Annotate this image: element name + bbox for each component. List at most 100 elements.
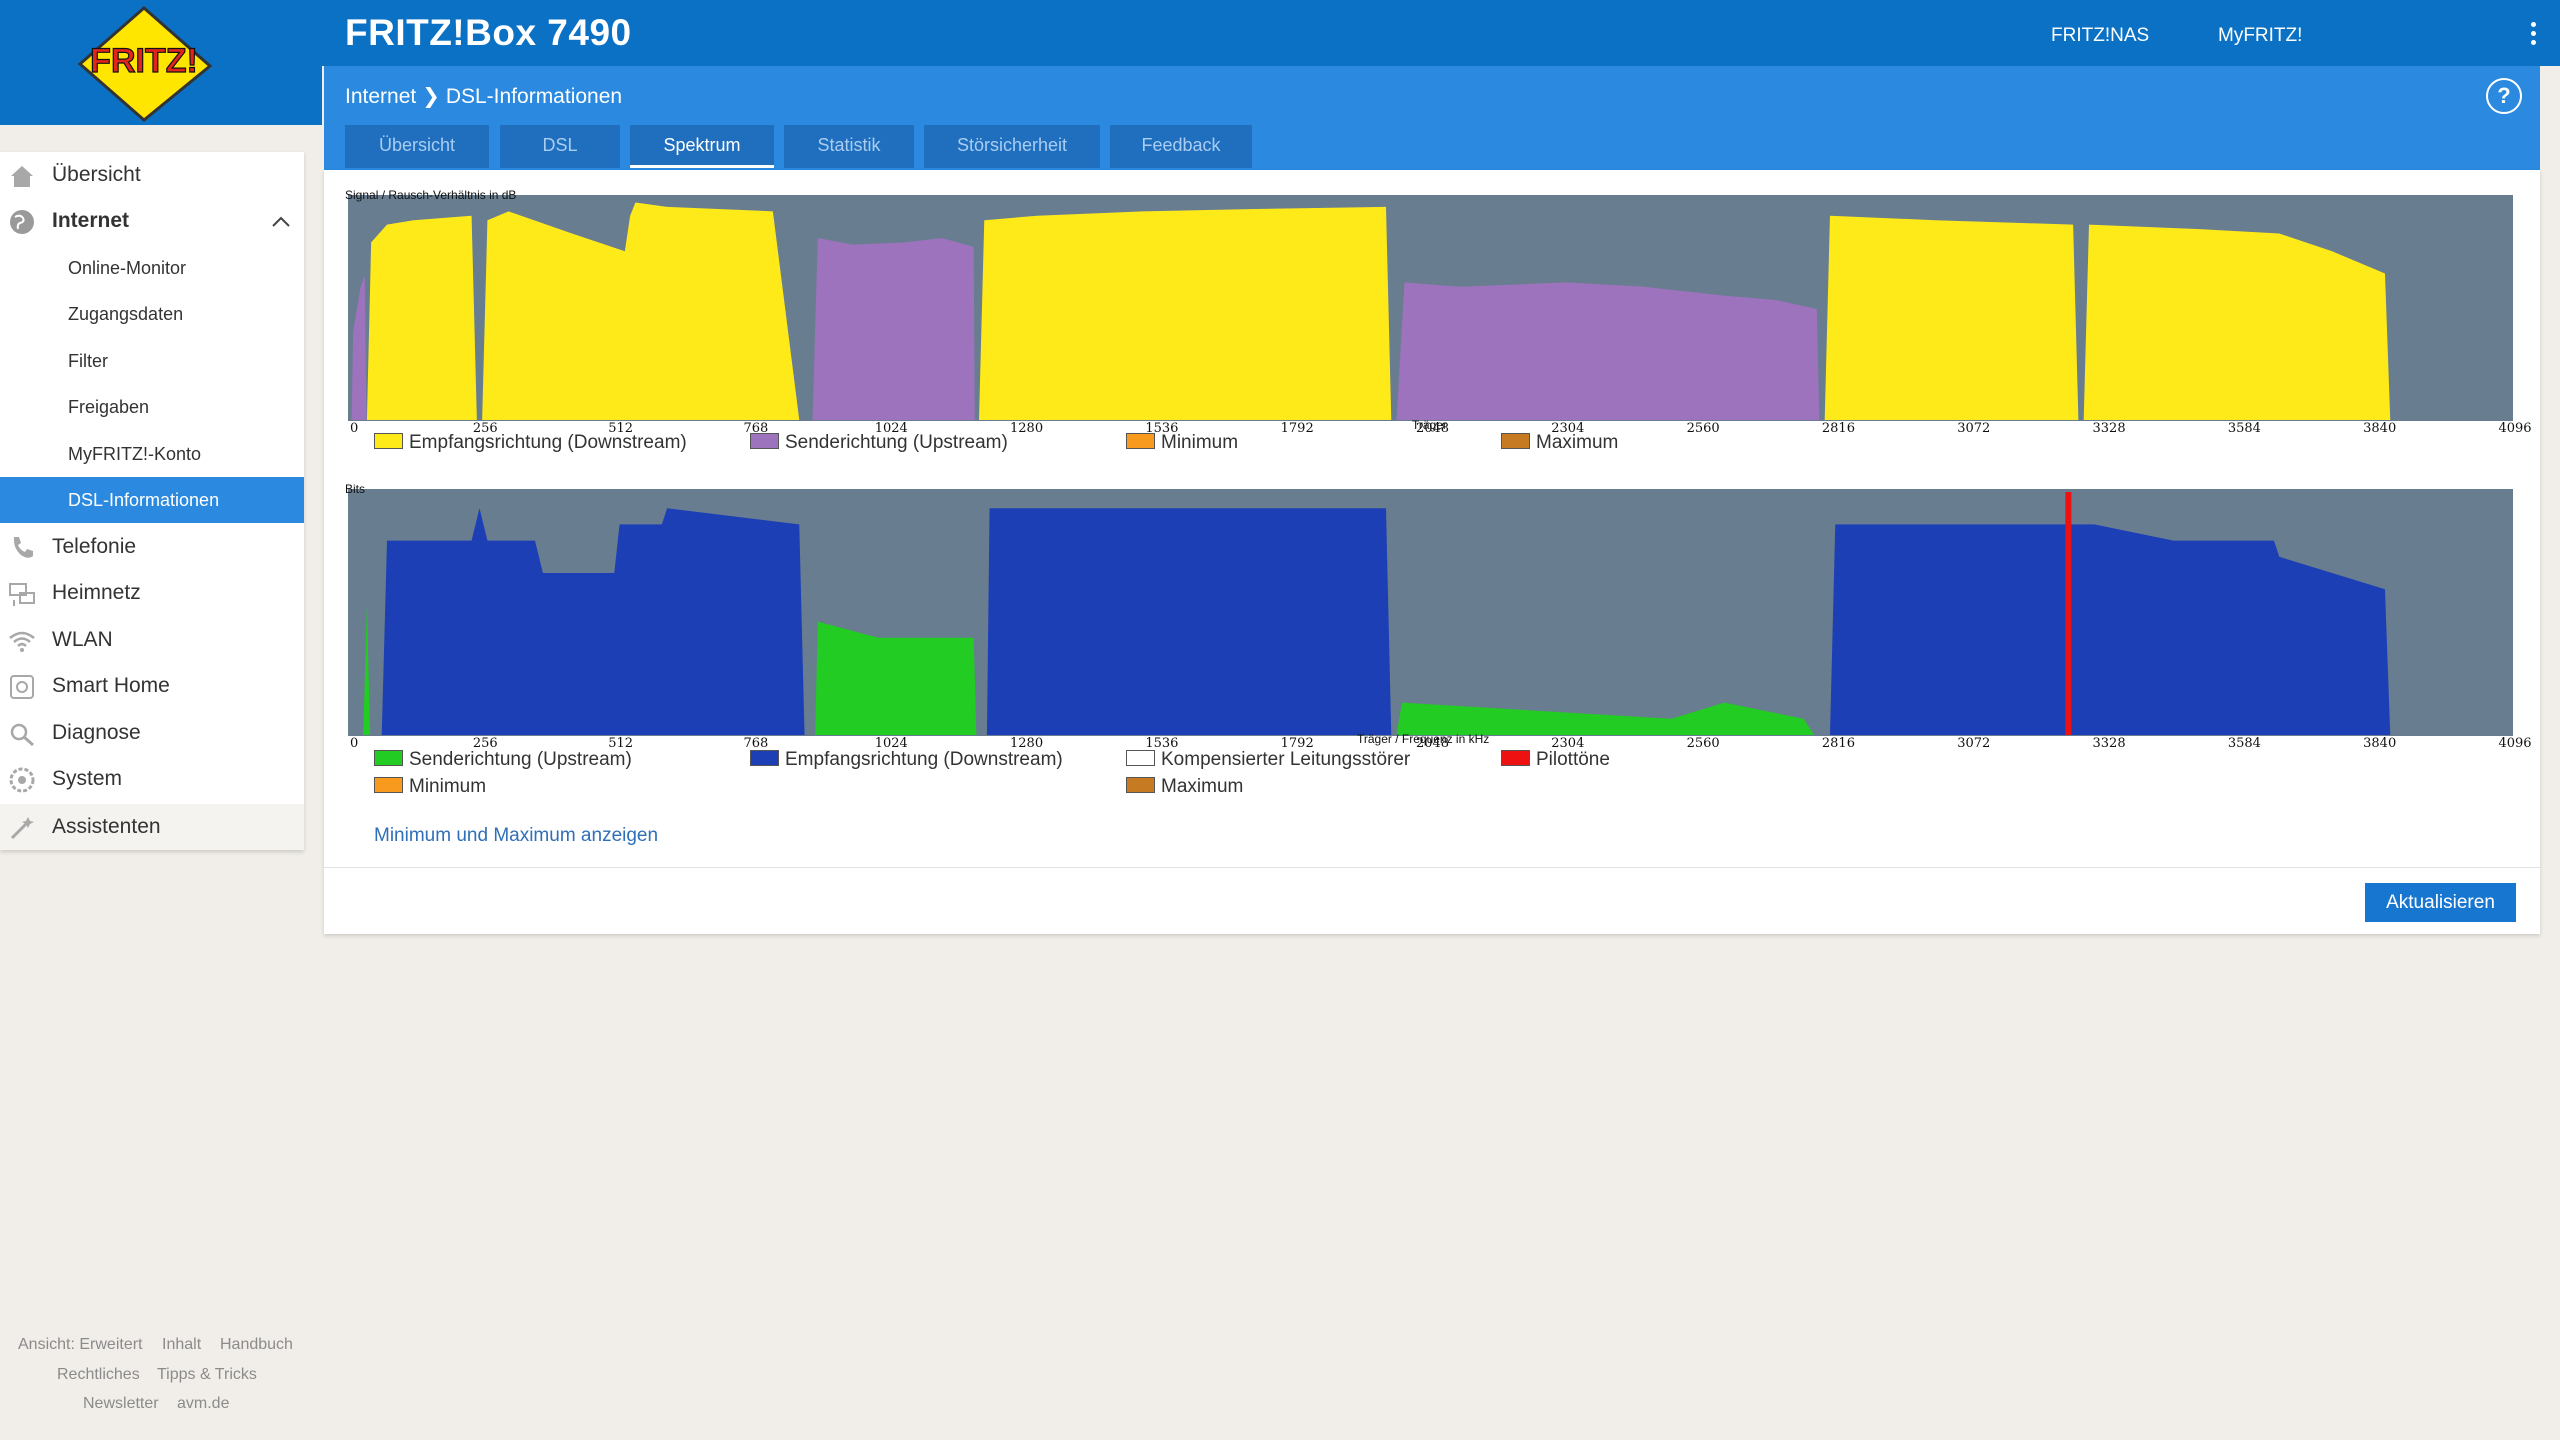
chevron-right-icon: ❯ [422, 85, 440, 108]
app-title: FRITZ!Box 7490 [345, 12, 632, 53]
sidebar-item-diagnose[interactable]: Diagnose [0, 710, 304, 756]
series-senderichtung-upstream--segment-0 [351, 275, 367, 420]
x-tick-label: 2048 [1416, 421, 1449, 432]
legend-swatch [750, 750, 779, 766]
sidebar-item-label: Internet [52, 209, 130, 232]
legend-label: Senderichtung (Upstream) [409, 749, 632, 770]
x-tick-label: 3840 [2363, 421, 2396, 432]
series-senderichtung-upstream--segment-2 [1396, 282, 1820, 420]
sidebar-subitem-freigaben[interactable]: Freigaben [0, 384, 304, 430]
tab-feedback[interactable]: Feedback [1110, 125, 1252, 168]
breadcrumb-page: DSL-Informationen [445, 85, 623, 108]
x-tick-label: 2304 [1551, 736, 1584, 751]
legend-label: Minimum [409, 776, 487, 797]
sidebar-item-label: WLAN [52, 628, 113, 651]
refresh-button[interactable]: Aktualisieren [2365, 883, 2516, 922]
legend-swatch [374, 777, 403, 793]
sidebar-subitem-label: Filter [68, 351, 108, 371]
sidebar-item-assistenten[interactable]: Assistenten [0, 804, 304, 850]
x-tick-label: 1792 [1281, 736, 1314, 751]
series-empfangsrichtung-downstream--segment-4 [2083, 224, 2391, 420]
sidebar-item-label: System [52, 767, 123, 790]
header-link-fritznas[interactable]: FRITZ!NAS [2051, 25, 2150, 46]
sidebar-item-telefonie[interactable]: Telefonie [0, 524, 304, 570]
series-empfangsrichtung-downstream--segment-0 [366, 215, 477, 420]
fritz-logo[interactable]: FRITZ! [72, 4, 216, 122]
header-link-myfritz[interactable]: MyFRITZ! [2218, 25, 2303, 46]
sidebar-item-label: Assistenten [52, 815, 161, 838]
logo-area: FRITZ! [0, 0, 322, 125]
x-tick-label: 3072 [1957, 421, 1990, 432]
series-senderichtung-upstream--segment-1 [812, 237, 975, 420]
sidebar-item-label: Telefonie [52, 535, 137, 558]
tab-dsl[interactable]: DSL [500, 125, 620, 168]
x-tick-label: 2304 [1551, 421, 1584, 432]
x-tick-label: 256 [473, 421, 498, 432]
x-tick-label: 3840 [2363, 736, 2396, 751]
footer-link-avm[interactable]: avm.de [177, 1395, 230, 1412]
sidebar-item-label: Übersicht [52, 163, 141, 186]
footer-link-tipps[interactable]: Tipps & Tricks [157, 1366, 257, 1383]
sidebar-item-system[interactable]: System [0, 756, 304, 802]
x-tick-label: 3072 [1957, 736, 1990, 751]
footer-link-newsletter[interactable]: Newsletter [83, 1395, 159, 1412]
sidebar-item-heimnetz[interactable]: Heimnetz [0, 570, 304, 616]
x-tick-label: 4096 [2498, 736, 2531, 751]
help-icon[interactable]: ? [2486, 78, 2522, 114]
sidebar-subitem-label: DSL-Informationen [68, 490, 220, 510]
x-tick-label: 768 [744, 421, 769, 432]
sidebar-item-wlan[interactable]: WLAN [0, 617, 304, 663]
sidebar-item-smart-home[interactable]: Smart Home [0, 663, 304, 709]
x-tick-label: 1024 [875, 421, 908, 432]
sidebar-subitem-zugangsdaten[interactable]: Zugangsdaten [0, 291, 304, 337]
footer-link-inhalt[interactable]: Inhalt [162, 1336, 202, 1353]
footer-link-ansicht[interactable]: Ansicht: Erweitert [18, 1336, 143, 1353]
series-empfangsrichtung-downstream--segment-0 [381, 508, 805, 735]
x-tick-label: 1280 [1010, 421, 1043, 432]
series-empfangsrichtung-downstream--segment-3 [1824, 215, 2079, 420]
tab-spektrum[interactable]: Spektrum [630, 125, 774, 168]
sidebar-subitem-label: Freigaben [68, 397, 150, 417]
chevron-up-icon[interactable] [272, 215, 290, 227]
x-tick-label: 256 [473, 736, 498, 751]
x-tick-label: 3584 [2228, 421, 2261, 432]
legend-label: Empfangsrichtung (Downstream) [785, 749, 1063, 770]
footer-link-rechtliches[interactable]: Rechtliches [57, 1366, 140, 1383]
sidebar-item-uebersicht[interactable]: Übersicht [0, 152, 304, 198]
more-menu-icon[interactable] [2528, 22, 2538, 50]
sidebar-subitem-myfritz-konto[interactable]: MyFRITZ!-Konto [0, 431, 304, 477]
tab-statistik[interactable]: Statistik [784, 125, 914, 168]
series-empfangsrichtung-downstream--segment-2 [1829, 524, 2391, 735]
legend-swatch [1126, 750, 1155, 766]
sidebar-subitem-label: Zugangsdaten [68, 304, 184, 324]
x-tick-label: 2816 [1822, 421, 1855, 432]
x-tick-label: 512 [608, 736, 633, 751]
legend-swatch [1126, 433, 1155, 449]
sidebar-subitem-online-monitor[interactable]: Online-Monitor [0, 245, 304, 291]
tab-stoersicherheit[interactable]: Störsicherheit [924, 125, 1100, 168]
globe-icon [10, 210, 34, 234]
x-tick-label: 0 [350, 736, 358, 751]
legend-label: Pilottöne [1536, 749, 1610, 770]
legend-label: Maximum [1161, 776, 1244, 797]
sidebar-subitem-filter[interactable]: Filter [0, 338, 304, 384]
sidebar-subitem-dsl-informationen[interactable]: DSL-Informationen [0, 477, 304, 523]
breadcrumb-section[interactable]: Internet [345, 85, 417, 108]
card-divider [324, 867, 2540, 868]
series-empfangsrichtung-downstream--segment-1 [986, 508, 1392, 735]
snr-y-label: Signal / Rausch-Verhältnis in dB [345, 190, 516, 202]
x-tick-label: 768 [744, 736, 769, 751]
legend-minimum-bits: Minimum [374, 776, 486, 798]
snr-x-label: Träger [1412, 418, 1447, 432]
home-icon [11, 166, 33, 187]
series-senderichtung-upstream--segment-1 [815, 621, 977, 735]
x-tick-label: 512 [608, 421, 633, 432]
x-tick-label: 1024 [875, 736, 908, 751]
x-tick-label: 3584 [2228, 736, 2261, 751]
footer-link-handbuch[interactable]: Handbuch [220, 1336, 293, 1353]
legend-upstream-snr: Senderichtung (Upstream) [750, 432, 1008, 454]
tab-uebersicht[interactable]: Übersicht [345, 125, 489, 168]
sidebar-item-internet[interactable]: Internet [0, 198, 304, 244]
show-minmax-link[interactable]: Minimum und Maximum anzeigen [374, 825, 659, 846]
diagnose-icon [10, 723, 34, 747]
